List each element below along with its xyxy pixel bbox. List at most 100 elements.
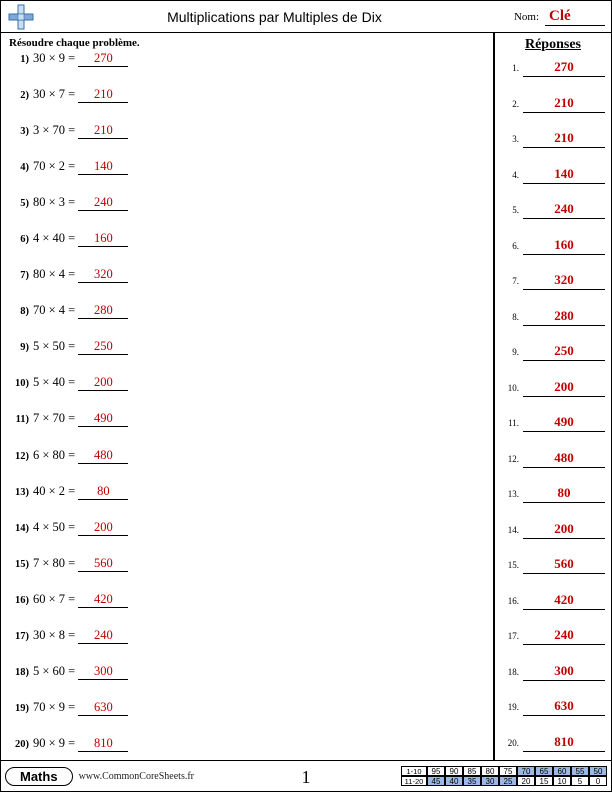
- problem-row: 6)4 × 40 = 160: [9, 231, 483, 247]
- answer-value: 490: [523, 414, 605, 432]
- answer-number: 15.: [501, 560, 519, 570]
- problem-expression: 7 × 80 =: [33, 556, 78, 571]
- name-field: Nom: Clé: [514, 8, 605, 26]
- answer-value: 250: [523, 343, 605, 361]
- problem-answer: 810: [78, 736, 128, 752]
- answer-value: 210: [523, 95, 605, 113]
- answer-number: 17.: [501, 631, 519, 641]
- problem-number: 15): [9, 559, 33, 570]
- score-cell: 30: [481, 776, 499, 786]
- problem-number: 12): [9, 451, 33, 462]
- problem-row: 19)70 × 9 = 630: [9, 700, 483, 716]
- worksheet-header: Multiplications par Multiples de Dix Nom…: [1, 1, 611, 33]
- problem-row: 15)7 × 80 = 560: [9, 556, 483, 572]
- problem-number: 7): [9, 270, 33, 281]
- problem-answer: 200: [78, 520, 128, 536]
- score-cell: 45: [427, 776, 445, 786]
- subject-badge: Maths: [5, 767, 73, 786]
- problem-expression: 30 × 8 =: [33, 628, 78, 643]
- problem-number: 20): [9, 739, 33, 750]
- problem-answer: 210: [78, 87, 128, 103]
- problem-answer: 480: [78, 448, 128, 464]
- answer-value: 210: [523, 130, 605, 148]
- problem-answer: 240: [78, 195, 128, 211]
- score-cell: 10: [553, 776, 571, 786]
- answer-value: 270: [523, 59, 605, 77]
- answer-number: 19.: [501, 702, 519, 712]
- name-label: Nom:: [514, 11, 539, 23]
- answer-number: 16.: [501, 596, 519, 606]
- answers-panel: Réponses 1.2702.2103.2104.1405.2406.1607…: [493, 33, 611, 760]
- answer-row: 17.240: [501, 627, 605, 645]
- score-cell: 50: [589, 766, 607, 776]
- problem-number: 13): [9, 487, 33, 498]
- problem-answer: 490: [78, 411, 128, 427]
- instructions-text: Résoudre chaque problème.: [9, 37, 483, 49]
- problems-list: 1)30 × 9 = 270 2)30 × 7 = 210 3)3 × 70 = 2…: [9, 51, 483, 756]
- problem-answer: 270: [78, 51, 128, 67]
- answer-row: 8. 280: [501, 308, 605, 326]
- problem-number: 9): [9, 342, 33, 353]
- problem-number: 5): [9, 198, 33, 209]
- worksheet-title: Multiplications par Multiples de Dix: [35, 9, 514, 25]
- answer-number: 9.: [501, 347, 519, 357]
- answer-row: 18.300: [501, 663, 605, 681]
- problem-number: 18): [9, 667, 33, 678]
- problem-row: 1)30 × 9 = 270: [9, 51, 483, 67]
- problem-row: 13)40 × 2 = 80: [9, 484, 483, 500]
- problem-row: 20)90 × 9 = 810: [9, 736, 483, 752]
- problem-number: 19): [9, 703, 33, 714]
- score-row: 1-1095908580757065605550: [401, 766, 607, 776]
- problem-number: 1): [9, 54, 33, 65]
- problem-answer: 630: [78, 700, 128, 716]
- answer-row: 5.240: [501, 201, 605, 219]
- problem-answer: 320: [78, 267, 128, 283]
- answer-value: 480: [523, 450, 605, 468]
- score-cell: 80: [481, 766, 499, 776]
- score-cell: 75: [499, 766, 517, 776]
- problem-row: 5)80 × 3 = 240: [9, 195, 483, 211]
- problem-row: 12)6 × 80 = 480: [9, 448, 483, 464]
- problem-expression: 80 × 3 =: [33, 195, 78, 210]
- answer-value: 810: [523, 734, 605, 752]
- answer-number: 11.: [501, 418, 519, 428]
- answer-row: 3.210: [501, 130, 605, 148]
- answer-number: 2.: [501, 99, 519, 109]
- answer-number: 13.: [501, 489, 519, 499]
- score-row-label: 11-20: [401, 776, 427, 786]
- answer-value: 160: [523, 237, 605, 255]
- problem-expression: 5 × 50 =: [33, 339, 78, 354]
- score-cell: 65: [535, 766, 553, 776]
- answer-row: 16.420: [501, 592, 605, 610]
- answer-value: 560: [523, 556, 605, 574]
- answer-value: 240: [523, 201, 605, 219]
- problem-expression: 6 × 80 =: [33, 448, 78, 463]
- problem-row: 2)30 × 7 = 210: [9, 87, 483, 103]
- score-row-label: 1-10: [401, 766, 427, 776]
- problem-row: 8)70 × 4 = 280: [9, 303, 483, 319]
- answer-row: 13.80: [501, 485, 605, 503]
- worksheet-footer: Maths www.CommonCoreSheets.fr 1 1-109590…: [1, 761, 611, 791]
- problem-expression: 3 × 70 =: [33, 123, 78, 138]
- answer-row: 15. 560: [501, 556, 605, 574]
- plus-icon: [7, 3, 35, 31]
- page-number: 1: [302, 767, 311, 788]
- problem-row: 9)5 × 50 = 250: [9, 339, 483, 355]
- answer-row: 11. 490: [501, 414, 605, 432]
- answer-row: 9. 250: [501, 343, 605, 361]
- problem-row: 3)3 × 70 = 210: [9, 123, 483, 139]
- answer-number: 8.: [501, 312, 519, 322]
- problem-answer: 300: [78, 664, 128, 680]
- answer-row: 20.810: [501, 734, 605, 752]
- problem-number: 14): [9, 523, 33, 534]
- answers-heading: Réponses: [501, 37, 605, 53]
- score-cell: 35: [463, 776, 481, 786]
- problem-row: 4)70 × 2 = 140: [9, 159, 483, 175]
- answer-number: 14.: [501, 525, 519, 535]
- problem-row: 18)5 × 60 = 300: [9, 664, 483, 680]
- worksheet-body: Résoudre chaque problème. 1)30 × 9 = 270…: [1, 33, 611, 761]
- answer-value: 280: [523, 308, 605, 326]
- problems-panel: Résoudre chaque problème. 1)30 × 9 = 270…: [1, 33, 493, 760]
- problem-answer: 250: [78, 339, 128, 355]
- answer-row: 1.270: [501, 59, 605, 77]
